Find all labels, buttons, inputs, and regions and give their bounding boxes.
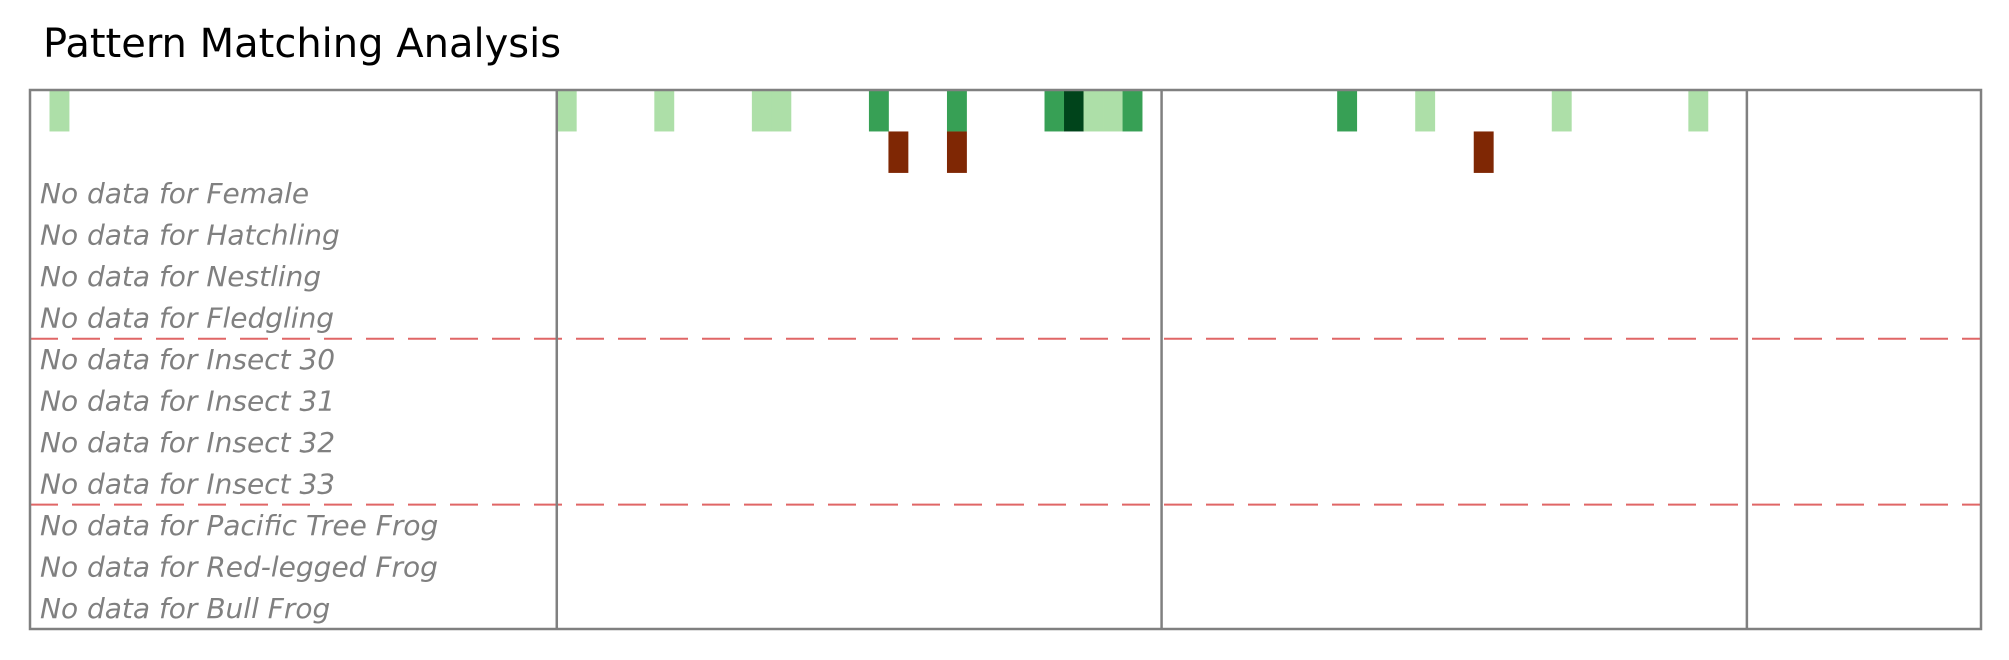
plot-frame [28, 88, 1983, 631]
heatmap-cell [1083, 90, 1104, 132]
heatmap-cell [1473, 131, 1494, 173]
heatmap-cell [888, 131, 909, 173]
heatmap-cell [1044, 90, 1065, 132]
no-data-label: No data for Insect 30 [40, 343, 335, 376]
heatmap-cell [1551, 90, 1572, 132]
no-data-label: No data for Insect 32 [40, 426, 335, 459]
no-data-label: No data for Bull Frog [40, 592, 330, 625]
chart-title: Pattern Matching Analysis [43, 21, 562, 67]
heatmap-cell [49, 90, 70, 132]
heatmap-cell [1122, 90, 1143, 132]
no-data-label: No data for Fledgling [40, 302, 334, 335]
no-data-label: No data for Pacific Tree Frog [40, 509, 438, 542]
no-data-label: No data for Female [40, 177, 309, 210]
heatmap-cell [751, 90, 772, 132]
no-data-label: No data for Insect 31 [40, 384, 335, 417]
no-data-label: No data for Red-legged Frog [40, 550, 438, 583]
heatmap-cell [1337, 90, 1358, 132]
heatmap-cell [654, 90, 675, 132]
heatmap-cell [1688, 90, 1709, 132]
heatmap-cell [771, 90, 792, 132]
no-data-label: No data for Nestling [40, 260, 321, 293]
heatmap-cell [868, 90, 889, 132]
heatmap-cell [1064, 90, 1084, 132]
no-data-label: No data for Insect 33 [40, 467, 335, 500]
heatmap-cell [1103, 90, 1123, 132]
heatmap-cell [946, 131, 967, 173]
no-data-label: No data for Hatchling [40, 219, 340, 252]
heatmap-cell [946, 90, 967, 132]
heatmap-cell [556, 90, 577, 132]
heatmap-cell [1415, 90, 1436, 132]
